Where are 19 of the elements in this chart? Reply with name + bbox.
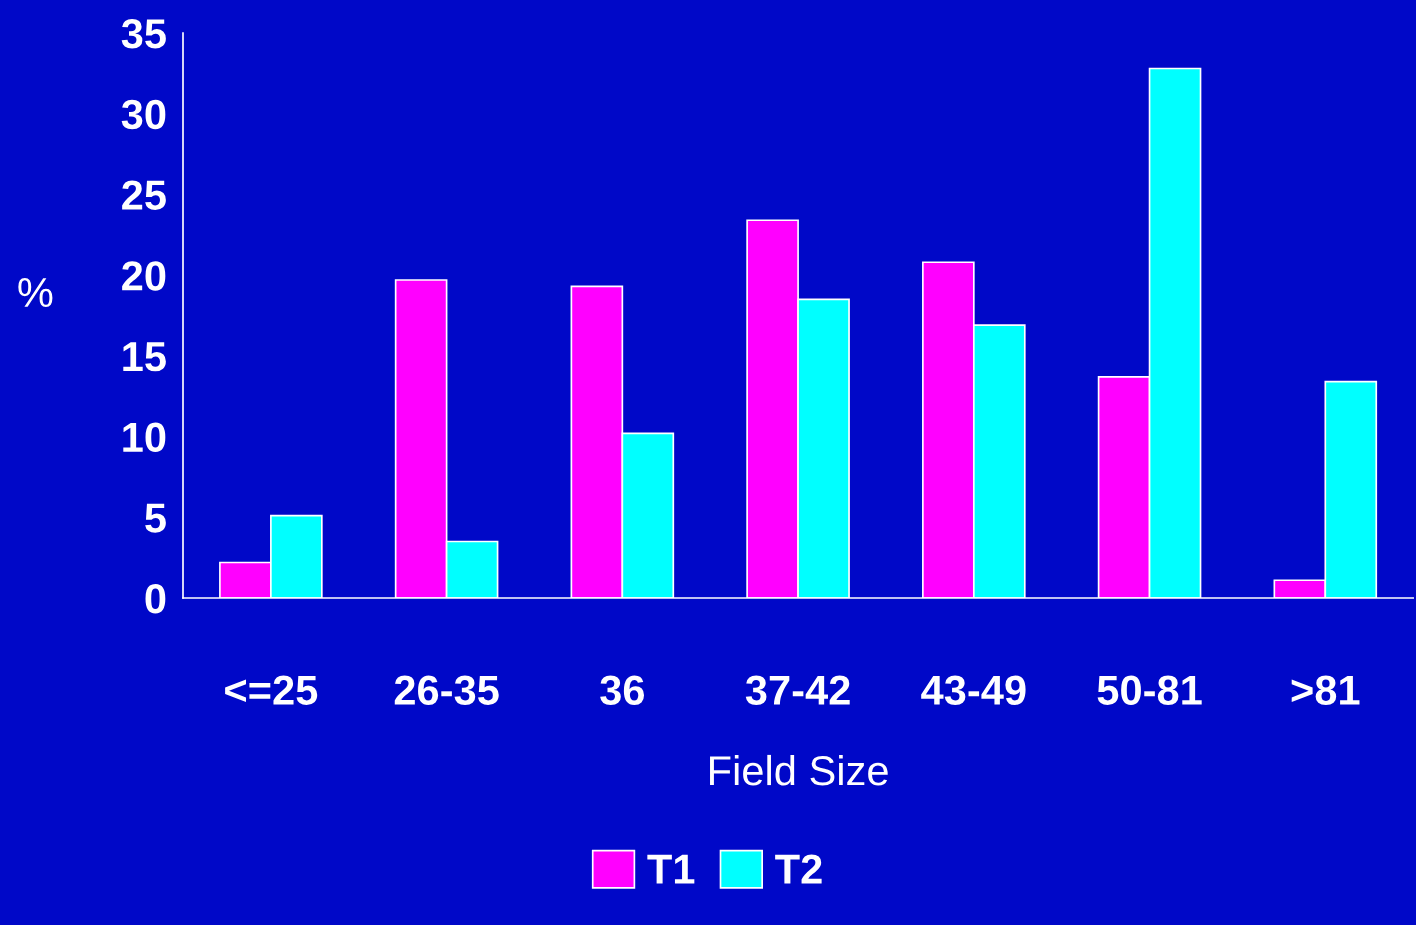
x-tick-label: 50-81 — [1097, 675, 1202, 705]
y-axis-title: % — [18, 277, 53, 308]
x-tick-label: >81 — [1291, 675, 1360, 705]
y-tick-label: 25 — [122, 180, 166, 210]
x-tick-label: 43-49 — [921, 675, 1026, 706]
x-tick-label: 26-35 — [394, 675, 499, 706]
x-tick-label: 36 — [600, 675, 645, 706]
y-tick-label: 30 — [121, 99, 166, 130]
y-tick-label: 10 — [123, 422, 166, 453]
legend-label: T1 — [647, 854, 695, 884]
y-tick-label: 5 — [145, 503, 166, 533]
x-tick-label: <=25 — [225, 675, 318, 705]
y-tick-label: 15 — [123, 342, 166, 372]
y-tick-label: 0 — [145, 584, 166, 614]
y-tick-label: 35 — [121, 19, 166, 49]
legend-label: T2 — [775, 854, 822, 884]
x-tick-label: 37-42 — [745, 675, 850, 706]
y-tick-label: 20 — [122, 261, 166, 291]
x-axis-title: Field Size — [710, 754, 888, 786]
